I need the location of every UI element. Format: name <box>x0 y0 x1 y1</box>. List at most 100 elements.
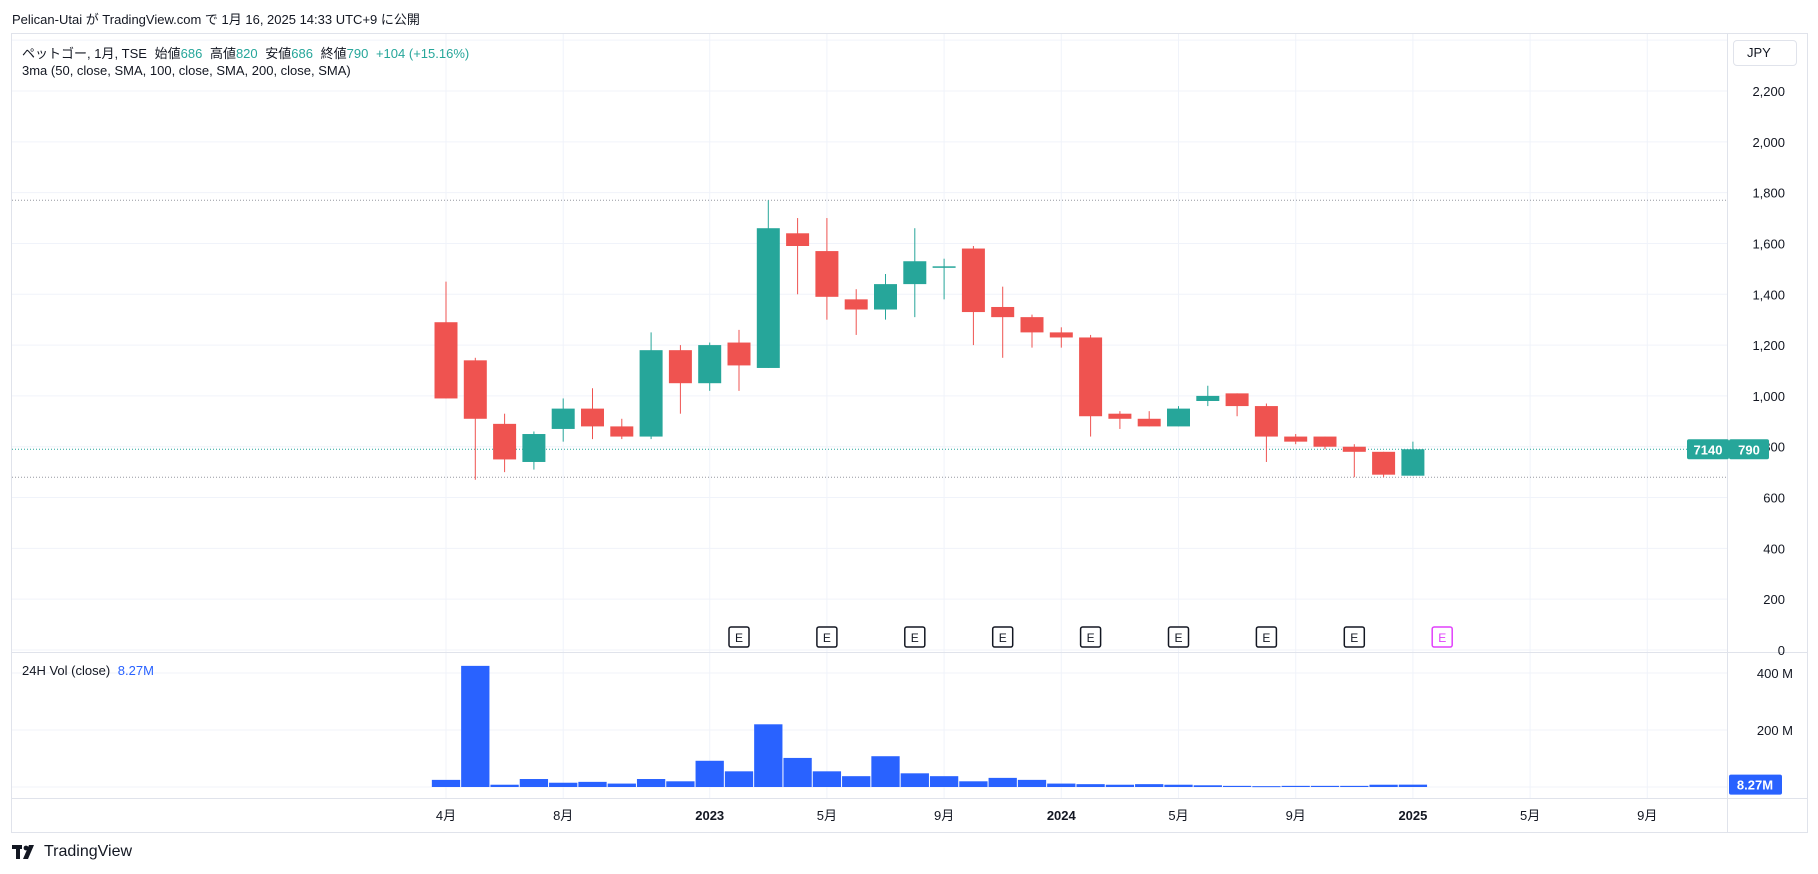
earnings-marker-box <box>1255 626 1278 648</box>
candle-body <box>874 284 897 310</box>
earnings-marker[interactable]: E <box>904 626 926 648</box>
earnings-marker-label: E <box>1262 631 1270 645</box>
candle-body <box>727 342 751 366</box>
candle <box>1284 434 1308 445</box>
axes: 02004006008001,0001,2001,4001,6001,8002,… <box>12 34 1808 832</box>
candle-body <box>1372 451 1396 475</box>
volume-bar <box>1398 784 1428 787</box>
price-tick-label: 1,600 <box>1752 236 1785 251</box>
earnings-marker[interactable]: E <box>1343 626 1366 648</box>
earnings-marker-label: E <box>823 631 831 645</box>
volume-bars <box>431 665 1428 788</box>
indicator-legend[interactable]: 3ma (50, close, SMA, 100, close, SMA, 20… <box>22 63 351 78</box>
candle-body <box>1313 436 1337 447</box>
currency-button[interactable]: JPY <box>1733 40 1797 66</box>
candle-body <box>698 345 722 384</box>
time-tick-label: 4月 <box>436 808 456 823</box>
candle-body <box>610 426 634 437</box>
candle-body <box>1284 436 1308 442</box>
close-value: 790 <box>346 46 369 61</box>
high-value: 820 <box>235 46 258 61</box>
candle-body <box>522 434 546 462</box>
symbol-code-tag: 7140 <box>1687 439 1729 460</box>
earnings-marker-box <box>904 626 926 648</box>
candle <box>434 281 458 399</box>
candle <box>1079 334 1103 437</box>
candle <box>639 332 663 440</box>
price-legend: ペットゴー, 1月, TSE 始値686 高値820 安値686 終値790 +… <box>22 43 473 62</box>
earnings-marker-label: E <box>999 631 1007 645</box>
price-tick-label: 1,000 <box>1752 389 1785 404</box>
open-label: 始値 <box>154 46 181 61</box>
tradingview-logo-icon <box>12 845 34 859</box>
earnings-marker[interactable]: E <box>1167 626 1190 648</box>
candle <box>844 289 868 335</box>
last-volume-tag-text: 8.27M <box>1737 778 1773 793</box>
earnings-marker-label: E <box>1350 631 1358 645</box>
candle-body <box>434 322 458 399</box>
price-tick-label: 200 <box>1763 592 1785 607</box>
candle <box>1254 403 1278 462</box>
earnings-marker-label: E <box>1087 631 1095 645</box>
volume-bar <box>461 665 490 787</box>
change-value: +104 (+15.16%) <box>375 46 470 61</box>
last-price-tag-bg <box>1729 439 1769 460</box>
volume-bar <box>1105 784 1135 787</box>
volume-bar <box>1076 784 1105 787</box>
volume-bar <box>1047 783 1076 787</box>
earnings-marker-box <box>1343 626 1366 648</box>
time-tick-label: 5月 <box>1520 808 1540 823</box>
candles <box>434 200 1425 480</box>
candle-body <box>1108 413 1132 419</box>
time-tick-label: 9月 <box>1637 808 1657 823</box>
price-tick-label: 1,400 <box>1752 287 1785 302</box>
volume-bar <box>871 756 900 787</box>
candle-body <box>903 261 927 285</box>
grid <box>12 34 1727 798</box>
candle <box>1108 411 1132 429</box>
volume-bar <box>1369 784 1398 787</box>
candle <box>1196 385 1220 407</box>
volume-bar <box>578 781 607 787</box>
earnings-marker-box <box>1431 626 1453 648</box>
candle <box>1137 411 1161 427</box>
earnings-marker[interactable]: E <box>728 626 750 648</box>
earnings-marker-box <box>728 626 750 648</box>
price-tick-label: 600 <box>1763 491 1785 506</box>
candle-body <box>639 350 663 437</box>
earnings-marker[interactable]: E <box>1431 626 1453 648</box>
candle <box>610 418 634 440</box>
earnings-marker[interactable]: E <box>991 626 1014 648</box>
price-tick-label: 0 <box>1778 643 1785 658</box>
earnings-marker-box <box>1079 626 1102 648</box>
chart-frame <box>11 33 1808 833</box>
volume-tick-label: 200 M <box>1757 723 1793 738</box>
price-tick-label: 400 <box>1763 541 1785 556</box>
close-label: 終値 <box>320 46 347 61</box>
candle-body <box>551 408 575 429</box>
candle <box>1020 314 1044 348</box>
volume-bar <box>1310 785 1340 787</box>
time-tick-label: 5月 <box>817 808 837 823</box>
symbol-code-tag-text: 7140 <box>1694 442 1723 457</box>
candle-body <box>1079 337 1103 417</box>
volume-bar <box>988 777 1017 787</box>
candle <box>932 258 956 300</box>
candle-body <box>1225 393 1249 407</box>
candle-body <box>756 228 780 368</box>
volume-bar <box>929 776 959 787</box>
volume-bar <box>783 757 812 787</box>
candle-body <box>786 233 810 246</box>
candle-body <box>668 350 692 384</box>
symbol-label[interactable]: ペットゴー, 1月, TSE <box>22 46 147 61</box>
tradingview-brand[interactable]: TradingView <box>12 843 132 861</box>
candle-body <box>463 360 487 419</box>
earnings-marker[interactable]: E <box>1079 626 1102 648</box>
earnings-marker[interactable]: E <box>1255 626 1278 648</box>
volume-label[interactable]: 24H Vol (close) <box>22 663 111 678</box>
earnings-marker-label: E <box>911 631 919 645</box>
earnings-marker[interactable]: E <box>816 626 838 648</box>
volume-bar <box>1252 786 1281 788</box>
volume-bar <box>1222 785 1252 787</box>
